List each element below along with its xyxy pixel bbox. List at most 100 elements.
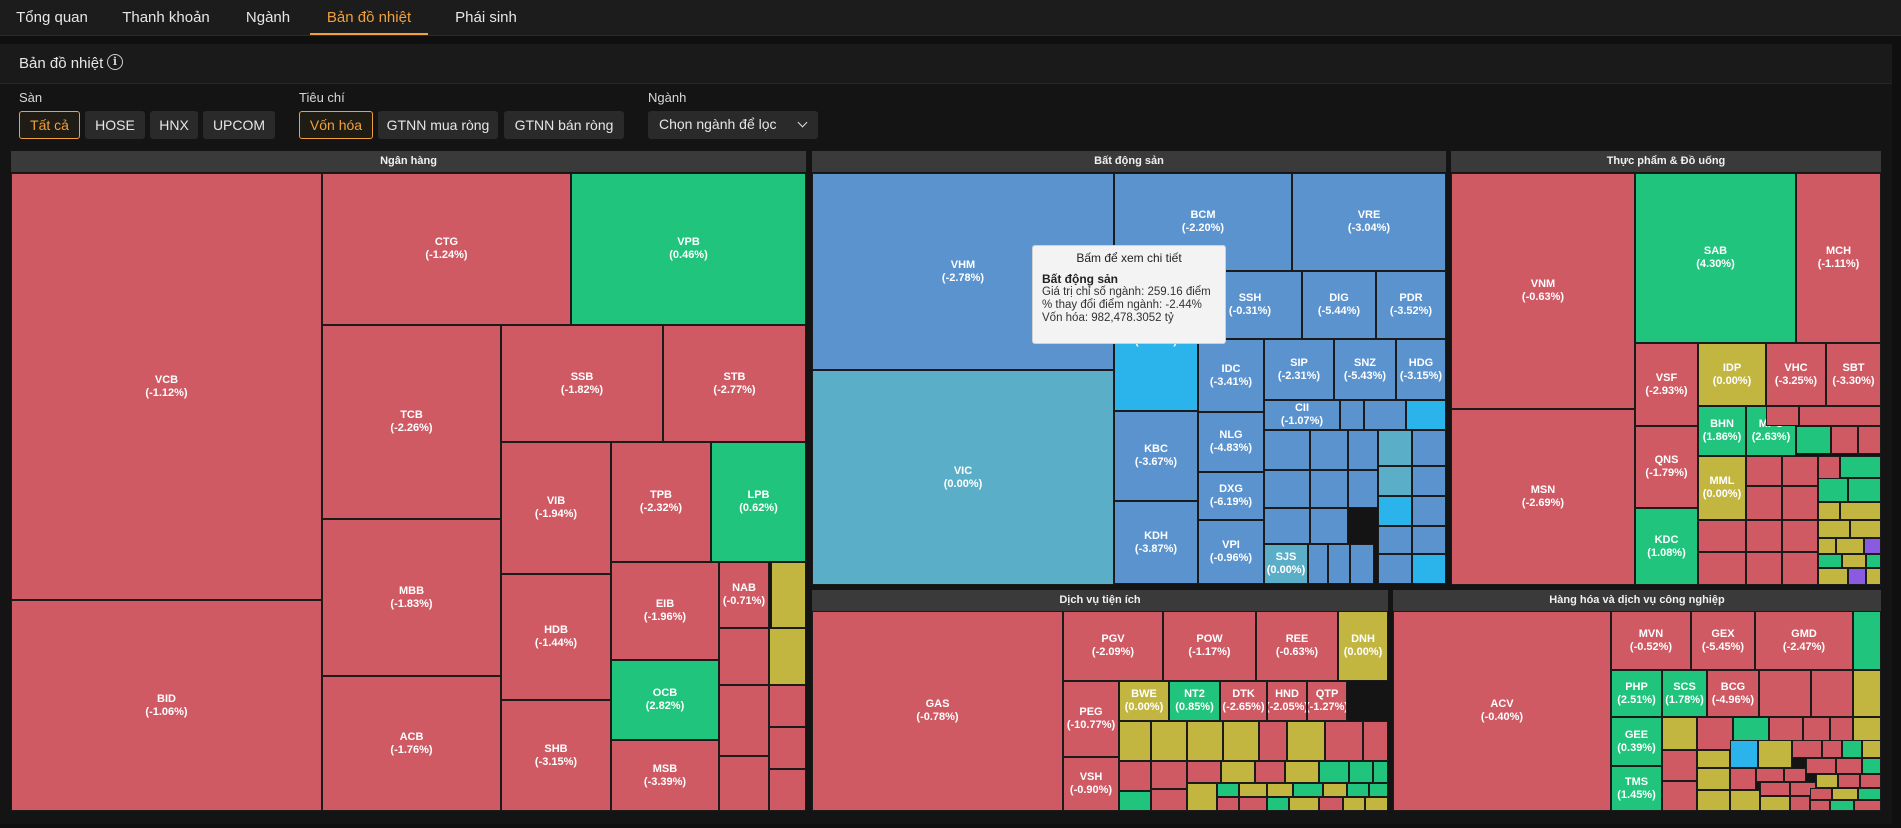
heatmap-tile-small[interactable] <box>1287 721 1325 761</box>
heatmap-tile-small[interactable] <box>1378 496 1412 526</box>
heatmap-tile[interactable]: SAB (4.30%) <box>1635 173 1796 343</box>
heatmap-tile-small[interactable] <box>1836 758 1862 774</box>
heatmap-tile-small[interactable] <box>1187 761 1221 783</box>
heatmap-tile-small[interactable] <box>1810 788 1832 800</box>
heatmap-tile[interactable]: NAB (-0.71%) <box>719 562 769 628</box>
heatmap-tile[interactable]: VRE (-3.04%) <box>1292 173 1446 271</box>
heatmap-tile[interactable]: SBT (-3.30%) <box>1826 343 1881 406</box>
heatmap-tile-small[interactable] <box>1792 740 1822 758</box>
heatmap-tile-small[interactable] <box>1349 761 1373 783</box>
heatmap-tile-small[interactable] <box>1697 790 1730 811</box>
heatmap-tile-small[interactable] <box>1799 406 1881 426</box>
sector-header[interactable]: Bất động sản <box>812 151 1446 172</box>
heatmap-tile-small[interactable] <box>1746 486 1782 520</box>
heatmap-tile[interactable]: VHC (-3.25%) <box>1766 343 1826 406</box>
heatmap-tile-small[interactable] <box>1350 544 1374 584</box>
heatmap-tile-small[interactable] <box>1811 670 1853 717</box>
heatmap-tile-small[interactable] <box>1730 790 1760 811</box>
industry-select[interactable]: Chọn ngành để lọc <box>648 111 818 139</box>
heatmap-tile-small[interactable] <box>1818 568 1848 585</box>
heatmap-tile-small[interactable] <box>1830 800 1854 811</box>
heatmap-tile[interactable]: DIG (-5.44%) <box>1302 271 1376 339</box>
heatmap-tile-small[interactable] <box>1343 797 1365 811</box>
heatmap-tile-small[interactable] <box>769 769 806 811</box>
heatmap-tile-small[interactable] <box>1325 721 1363 761</box>
heatmap-tile-small[interactable] <box>1310 508 1348 544</box>
heatmap-tile-small[interactable] <box>1187 783 1217 811</box>
heatmap-tile[interactable]: HDG (-3.15%) <box>1396 339 1446 400</box>
heatmap-tile-small[interactable] <box>1373 761 1388 783</box>
heatmap-tile-small[interactable] <box>1697 750 1730 768</box>
heatmap-tile-small[interactable] <box>1662 750 1697 781</box>
tab-tong-quan[interactable]: Tổng quan <box>16 9 88 26</box>
heatmap-tile[interactable]: PHP (2.51%) <box>1611 670 1662 717</box>
heatmap-tile[interactable]: REE (-0.63%) <box>1256 611 1338 681</box>
heatmap-tile[interactable]: BHN (1.86%) <box>1698 406 1746 456</box>
heatmap-tile-small[interactable] <box>1264 508 1310 544</box>
heatmap-tile[interactable]: POW (-1.17%) <box>1163 611 1256 681</box>
heatmap-tile[interactable]: LPB (0.62%) <box>711 442 806 562</box>
heatmap-tile-small[interactable] <box>1840 502 1881 520</box>
heatmap-tile[interactable]: DXG (-6.19%) <box>1198 472 1264 520</box>
heatmap-tile-small[interactable] <box>1378 526 1412 554</box>
heatmap-tile-small[interactable] <box>1217 797 1239 811</box>
heatmap-tile[interactable]: GMD (-2.47%) <box>1755 611 1853 670</box>
heatmap-tile-small[interactable] <box>1267 783 1293 797</box>
heatmap-tile-small[interactable] <box>1328 544 1350 584</box>
heatmap-tile[interactable]: VSF (-2.93%) <box>1635 343 1698 426</box>
heatmap-tile-small[interactable] <box>1412 430 1446 466</box>
heatmap-tile-small[interactable] <box>1412 496 1446 526</box>
heatmap-tile-small[interactable] <box>1866 568 1881 585</box>
heatmap-tile-small[interactable] <box>1760 796 1790 811</box>
heatmap-tile[interactable]: VIB (-1.94%) <box>501 442 611 574</box>
heatmap-tile-small[interactable] <box>1848 568 1866 585</box>
heatmap-tile-small[interactable] <box>1119 791 1151 811</box>
heatmap-tile[interactable]: PDR (-3.52%) <box>1376 271 1446 339</box>
heatmap-tile[interactable]: MBB (-1.83%) <box>322 519 501 676</box>
heatmap-tile-small[interactable] <box>1730 768 1756 790</box>
heatmap-tile[interactable]: PEG (-10.77%) <box>1063 681 1119 757</box>
heatmap-tile-small[interactable] <box>1378 430 1412 466</box>
sector-header[interactable]: Hàng hóa và dịch vụ công nghiệp <box>1393 590 1881 611</box>
heatmap-tile[interactable]: SJS (0.00%) <box>1264 544 1308 584</box>
heatmap-tile[interactable]: IDP (0.00%) <box>1698 343 1766 406</box>
heatmap-tile-small[interactable] <box>1746 552 1782 585</box>
heatmap-tile-small[interactable] <box>1221 761 1255 783</box>
heatmap-tile-small[interactable] <box>1378 554 1412 584</box>
heatmap-tile[interactable]: TPB (-2.32%) <box>611 442 711 562</box>
exchange-hose-button[interactable]: HOSE <box>85 111 145 139</box>
heatmap-tile-small[interactable] <box>1790 796 1810 811</box>
tab-ban-do-nhiet[interactable]: Bản đồ nhiệt <box>310 0 428 35</box>
heatmap-tile[interactable]: KBC (-3.67%) <box>1114 411 1198 501</box>
heatmap-tile-small[interactable] <box>1853 670 1881 717</box>
heatmap-tile-small[interactable] <box>1853 611 1881 670</box>
heatmap-tile-small[interactable] <box>1862 740 1881 758</box>
heatmap-tile[interactable]: QTP (-1.27%) <box>1307 681 1347 721</box>
heatmap-tile-small[interactable] <box>1848 478 1881 502</box>
heatmap-tile[interactable]: KDC (1.08%) <box>1635 508 1698 585</box>
heatmap-tile-small[interactable] <box>1662 717 1697 750</box>
heatmap-tile-small[interactable] <box>1348 430 1378 470</box>
heatmap-tile[interactable]: TMS (1.45%) <box>1611 766 1662 811</box>
heatmap-tile-small[interactable] <box>1697 717 1733 750</box>
heatmap-tile-small[interactable] <box>1831 426 1858 454</box>
heatmap-tile-small[interactable] <box>1818 520 1850 538</box>
heatmap-tile-small[interactable] <box>1347 783 1369 797</box>
heatmap-tile-small[interactable] <box>1697 768 1730 790</box>
heatmap-tile-small[interactable] <box>1822 740 1842 758</box>
heatmap-tile-small[interactable] <box>1151 761 1187 789</box>
heatmap-tile[interactable]: BWE (0.00%) <box>1119 681 1169 721</box>
heatmap-tile-small[interactable] <box>1784 768 1806 782</box>
heatmap-tile[interactable]: CTG (-1.24%) <box>322 173 571 325</box>
heatmap-tile-small[interactable] <box>1239 797 1267 811</box>
heatmap-tile[interactable]: EIB (-1.96%) <box>611 562 719 660</box>
heatmap-tile[interactable]: VPI (-0.96%) <box>1198 520 1264 584</box>
heatmap-tile[interactable]: SCS (1.78%) <box>1662 670 1707 717</box>
heatmap-tile-small[interactable] <box>1832 788 1858 800</box>
heatmap-tile[interactable]: ACV (-0.40%) <box>1393 611 1611 811</box>
heatmap-tile-small[interactable] <box>771 562 806 628</box>
heatmap-tile-small[interactable] <box>1854 800 1881 811</box>
heatmap-tile-small[interactable] <box>719 756 769 811</box>
tab-phai-sinh[interactable]: Phái sinh <box>455 9 517 26</box>
heatmap-tile-small[interactable] <box>1850 520 1881 538</box>
